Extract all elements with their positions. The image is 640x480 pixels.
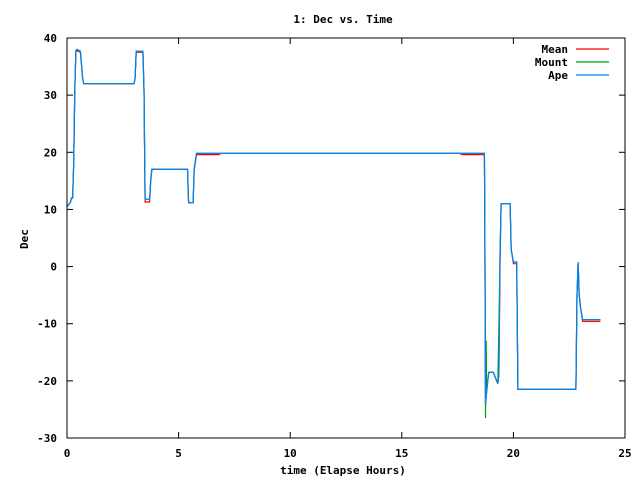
- y-axis-label: Dec: [18, 229, 31, 249]
- x-tick-label: 20: [507, 447, 520, 460]
- x-tick-label: 10: [284, 447, 297, 460]
- chart-title: 1: Dec vs. Time: [293, 13, 393, 26]
- series-layer: [66, 48, 601, 419]
- legend-label-ape: Ape: [548, 69, 568, 82]
- y-tick-label: 10: [44, 203, 57, 216]
- x-tick-label: 25: [618, 447, 631, 460]
- y-tick-label: -30: [37, 432, 57, 445]
- x-tick-label: 5: [175, 447, 182, 460]
- y-tick-label: 30: [44, 89, 57, 102]
- x-tick-label: 0: [64, 447, 71, 460]
- series-line-mean: [66, 49, 601, 404]
- y-tick-label: -10: [37, 318, 57, 331]
- tick-layer: 0 5 10 15 20 25 -30 -20 -10 0 10 20 30 40: [37, 32, 632, 460]
- x-axis-label: time (Elapse Hours): [280, 464, 406, 477]
- plot-frame: [66, 37, 626, 439]
- legend-label-mean: Mean: [542, 43, 569, 56]
- x-tick-label: 15: [395, 447, 408, 460]
- series-line-ape: [66, 48, 601, 404]
- series-line-mount: [66, 48, 601, 419]
- y-tick-label: 0: [50, 261, 57, 274]
- y-tick-label: -20: [37, 375, 57, 388]
- y-tick-label: 40: [44, 32, 57, 45]
- legend-label-mount: Mount: [535, 56, 568, 69]
- y-tick-label: 20: [44, 146, 57, 159]
